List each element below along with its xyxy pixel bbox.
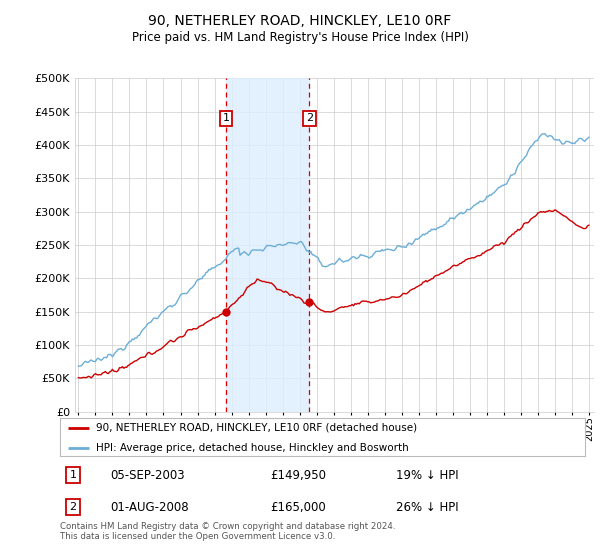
Text: Price paid vs. HM Land Registry's House Price Index (HPI): Price paid vs. HM Land Registry's House … — [131, 31, 469, 44]
Text: 01-AUG-2008: 01-AUG-2008 — [110, 501, 188, 514]
Text: 26% ↓ HPI: 26% ↓ HPI — [396, 501, 458, 514]
Bar — [226, 78, 310, 412]
Text: £149,950: £149,950 — [270, 469, 326, 482]
Text: 1: 1 — [223, 113, 229, 123]
Text: 90, NETHERLEY ROAD, HINCKLEY, LE10 0RF: 90, NETHERLEY ROAD, HINCKLEY, LE10 0RF — [148, 14, 452, 28]
Text: 2: 2 — [70, 502, 77, 512]
Text: £165,000: £165,000 — [270, 501, 326, 514]
Text: 90, NETHERLEY ROAD, HINCKLEY, LE10 0RF (detached house): 90, NETHERLEY ROAD, HINCKLEY, LE10 0RF (… — [96, 423, 417, 433]
Text: 2: 2 — [306, 113, 313, 123]
Text: 05-SEP-2003: 05-SEP-2003 — [110, 469, 185, 482]
Text: HPI: Average price, detached house, Hinckley and Bosworth: HPI: Average price, detached house, Hinc… — [96, 443, 409, 453]
Text: 1: 1 — [70, 470, 76, 480]
Text: Contains HM Land Registry data © Crown copyright and database right 2024.
This d: Contains HM Land Registry data © Crown c… — [60, 522, 395, 542]
Text: 19% ↓ HPI: 19% ↓ HPI — [396, 469, 458, 482]
